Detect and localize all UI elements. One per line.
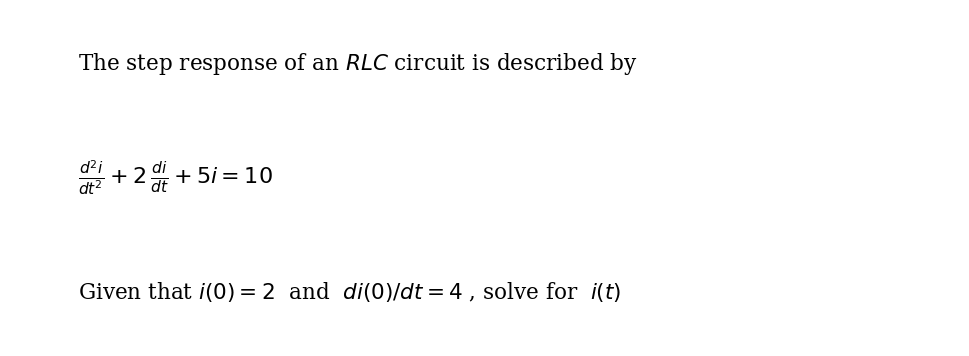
- Text: Given that $i(0) = 2$  and  $\mathit{di}(0)/\mathit{dt} = 4$ , solve for  $i(t)$: Given that $i(0) = 2$ and $\mathit{di}(0…: [78, 280, 620, 304]
- Text: $\frac{d^2i}{dt^2} + 2\,\frac{di}{dt} + 5i = 10$: $\frac{d^2i}{dt^2} + 2\,\frac{di}{dt} + …: [78, 159, 272, 197]
- Text: The step response of an $\mathit{RLC}$ circuit is described by: The step response of an $\mathit{RLC}$ c…: [78, 51, 637, 77]
